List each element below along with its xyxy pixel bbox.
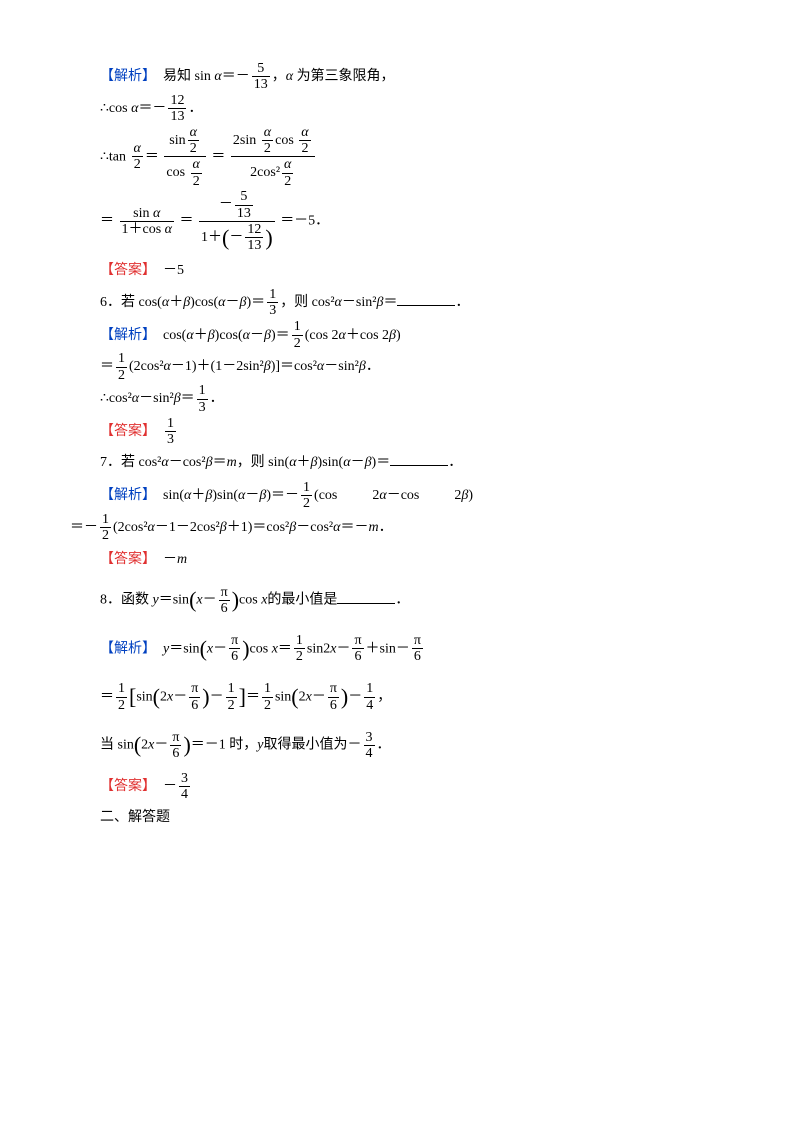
q6-ans: 【答案】 13	[70, 415, 730, 448]
fill-blank	[337, 589, 395, 604]
q7: 7．若 cos²α－cos²β＝m，则 sin(α＋β)sin(α－β)＝．	[70, 448, 730, 479]
fill-blank	[397, 291, 455, 306]
q6-s2: ＝12(2cos²α－1)＋(1－2sin²β)]＝cos²α－sin²β．	[70, 351, 730, 383]
analysis-label: 【解析】	[100, 67, 156, 83]
q6: 6．若 cos(α＋β)cos(α－β)＝13，则 cos²α－sin²β＝．	[70, 287, 730, 319]
p5-line2: ∴cos α＝－1213．	[70, 93, 730, 125]
q7-s1: 【解析】 sin(α＋β)sin(α－β)＝－12(cos 2α－cos 2β)	[70, 479, 730, 512]
q7-s2: ＝－12(2cos²α－1－2cos²β＋1)＝cos²β－cos²α＝－m．	[70, 512, 730, 544]
q8-s3: 当 sin(2x－π6)＝－1 时，y取得最小值为－34．	[70, 721, 730, 769]
page: 【解析】 易知 sin α＝－513，α 为第三象限角， ∴cos α＝－121…	[0, 0, 800, 1132]
q7-ans: 【答案】 －m	[70, 543, 730, 576]
q8-s1: 【解析】 y＝sin(x－π6)cos x＝12sin2x－π6＋sin－π6	[70, 625, 730, 673]
q8-ans: 【答案】 －34	[70, 770, 730, 803]
answer-label: 【答案】	[100, 261, 156, 277]
q8-s2: ＝12[sin(2x－π6)－12]＝12sin(2x－π6)－14，	[70, 673, 730, 721]
q8: 8．函数 y＝sin(x－π6)cos x的最小值是．	[70, 576, 730, 624]
q6-s3: ∴cos²α－sin²β＝13．	[70, 383, 730, 415]
section2-title: 二、解答题	[70, 803, 730, 834]
p5-line4: ＝ sin α 1＋cos α ＝ －513 1＋(－1213) ＝－5．	[70, 189, 730, 254]
p5-line3: ∴tan α2＝ sinα2 cos α2 ＝ 2sin α2cos α2 2c…	[70, 125, 730, 190]
frac: 513	[252, 61, 270, 93]
fill-blank	[390, 451, 448, 466]
p5-line1: 【解析】 易知 sin α＝－513，α 为第三象限角，	[70, 60, 730, 93]
p5-ans: 【答案】 －5	[70, 254, 730, 287]
q6-s1: 【解析】 cos(α＋β)cos(α－β)＝12(cos 2α＋cos 2β)	[70, 319, 730, 352]
